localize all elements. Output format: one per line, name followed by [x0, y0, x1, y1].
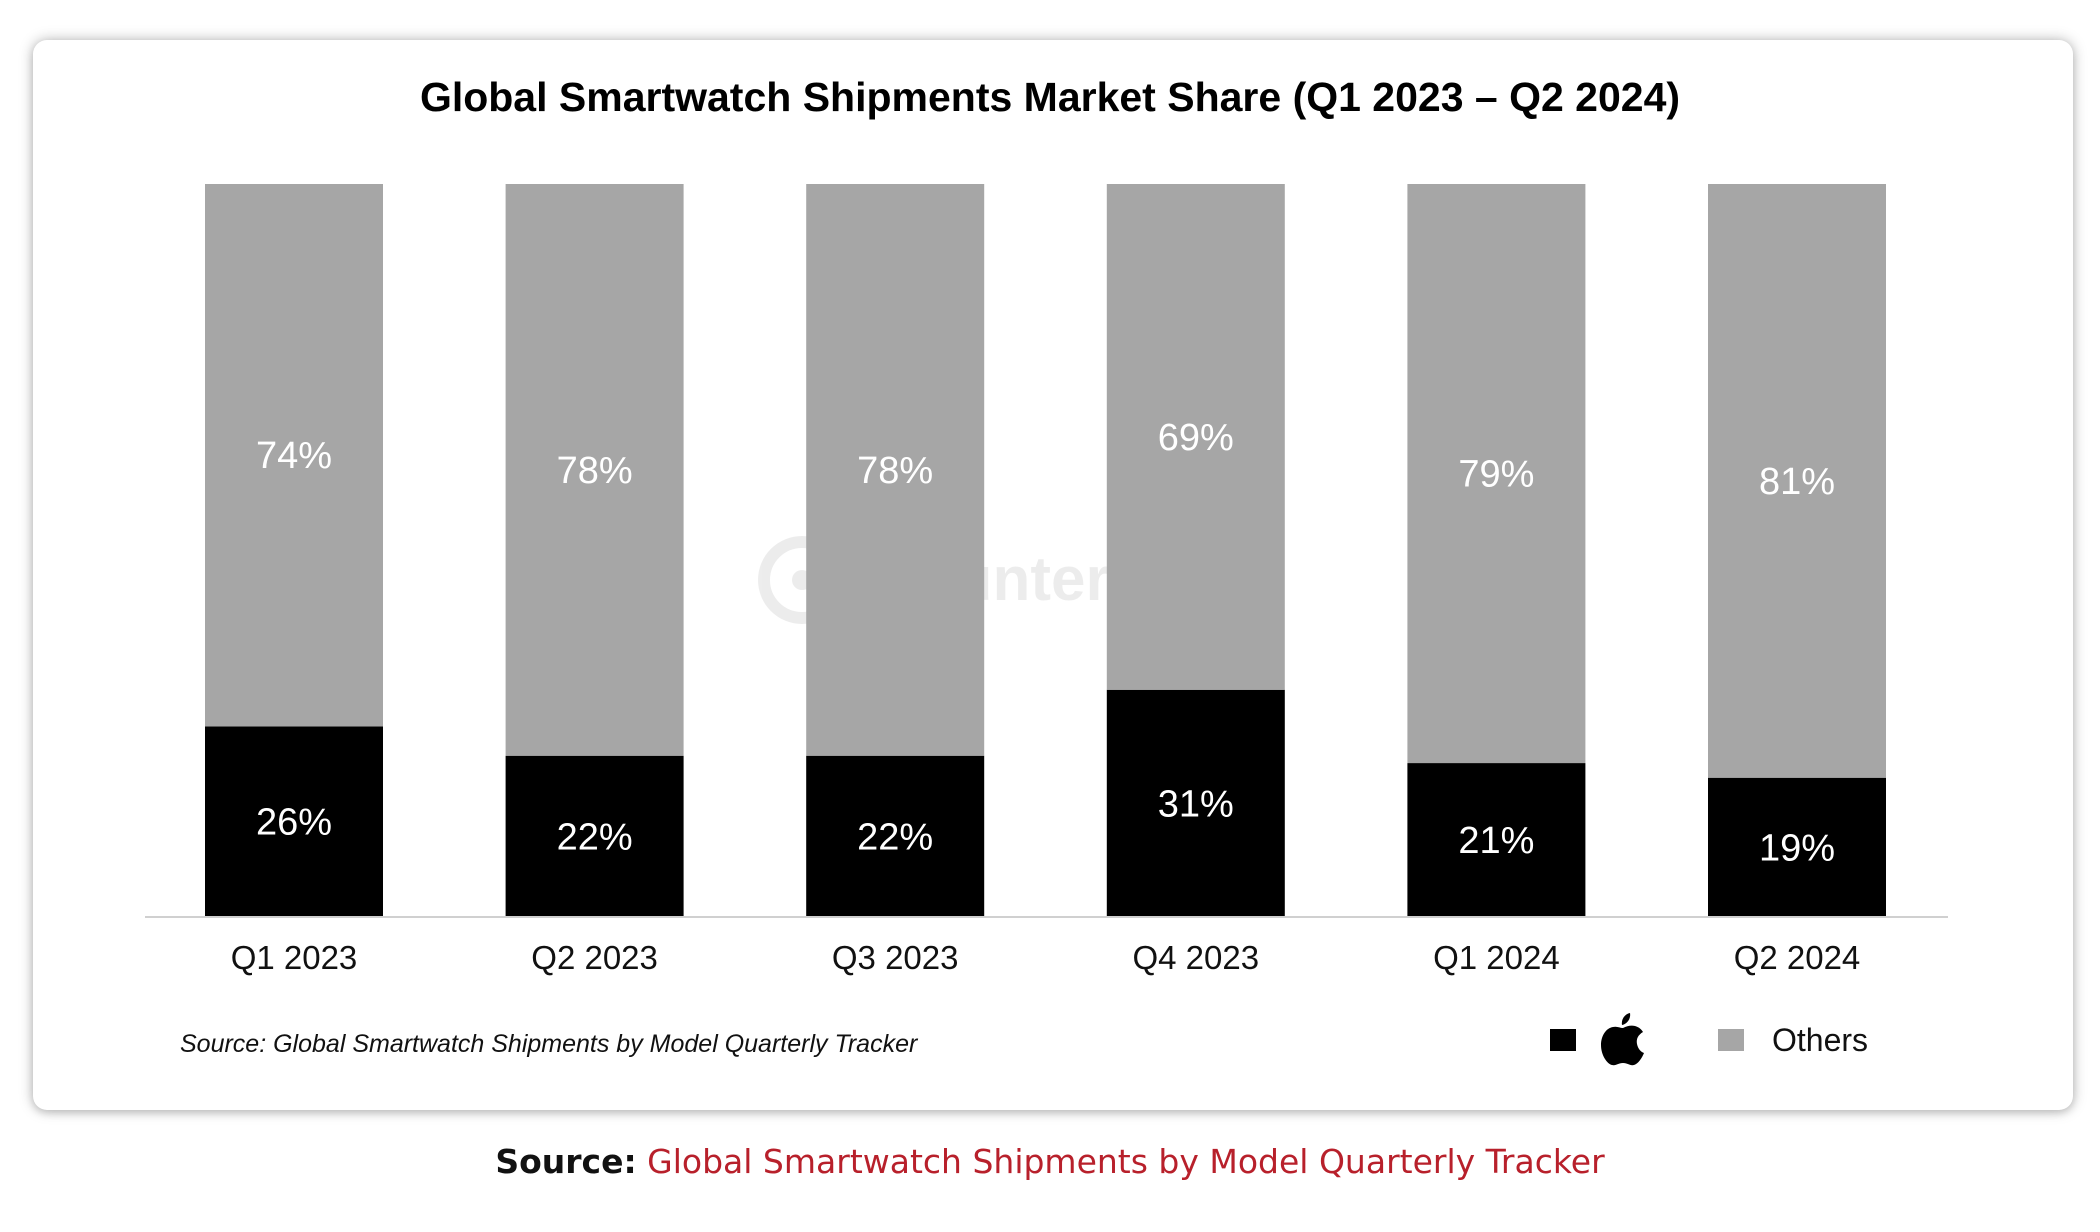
bar-apple-4 — [1106, 689, 1285, 917]
data-label-apple-2: 22% — [557, 816, 633, 858]
x-tick-label: Q2 2024 — [1734, 939, 1861, 976]
bar-apple-2 — [505, 755, 684, 917]
legend: Others — [1550, 1012, 1868, 1065]
footer-source-label: Source: — [495, 1142, 637, 1181]
data-label-apple-4: 31% — [1158, 783, 1234, 825]
bar-others-6 — [1708, 184, 1886, 778]
bar-apple-6 — [1708, 777, 1886, 917]
data-label-apple-5: 21% — [1458, 820, 1534, 862]
bars-layer — [205, 184, 1886, 917]
apple-logo-icon — [1600, 1010, 1646, 1071]
chart-source-note: Source: Global Smartwatch Shipments by M… — [180, 1030, 918, 1058]
x-tick-label: Q3 2023 — [832, 939, 959, 976]
bar-apple-1 — [205, 726, 383, 917]
data-label-others-4: 69% — [1158, 417, 1234, 459]
x-tick-label: Q2 2023 — [531, 939, 658, 976]
legend-label-others: Others — [1772, 1021, 1869, 1058]
labels-layer: 26% 74% Q1 2023 22% 78% Q2 2023 22% 78% Q3 2023 3… — [231, 417, 1861, 976]
data-label-others-6: 81% — [1759, 461, 1835, 503]
footer-source-link[interactable]: Global Smartwatch Shipments by Model Qua… — [647, 1142, 1605, 1181]
data-label-others-1: 74% — [256, 435, 332, 477]
bar-others-5 — [1407, 184, 1586, 764]
bar-others-4 — [1106, 184, 1285, 690]
x-tick-label: Q4 2023 — [1132, 939, 1259, 976]
data-label-apple-6: 19% — [1759, 827, 1835, 869]
footer-source: Source: Global Smartwatch Shipments by M… — [0, 1142, 2100, 1181]
legend-swatch-others — [1718, 1029, 1744, 1051]
bar-others-1 — [205, 184, 383, 727]
bar-others-3 — [806, 184, 985, 756]
legend-swatch-apple — [1550, 1029, 1576, 1051]
bar-others-2 — [505, 184, 684, 756]
bar-apple-3 — [806, 755, 985, 917]
data-label-apple-1: 26% — [256, 802, 332, 844]
data-label-others-5: 79% — [1458, 454, 1534, 496]
x-tick-label: Q1 2023 — [231, 939, 358, 976]
legend-item-apple — [1550, 1010, 1646, 1071]
data-label-others-3: 78% — [857, 450, 933, 492]
x-tick-label: Q1 2024 — [1433, 939, 1560, 976]
chart-title: Global Smartwatch Shipments Market Share… — [419, 74, 1681, 120]
bar-apple-5 — [1407, 763, 1586, 917]
data-label-others-2: 78% — [557, 450, 633, 492]
data-label-apple-3: 22% — [857, 816, 933, 858]
legend-item-others: Others — [1718, 1022, 1868, 1059]
